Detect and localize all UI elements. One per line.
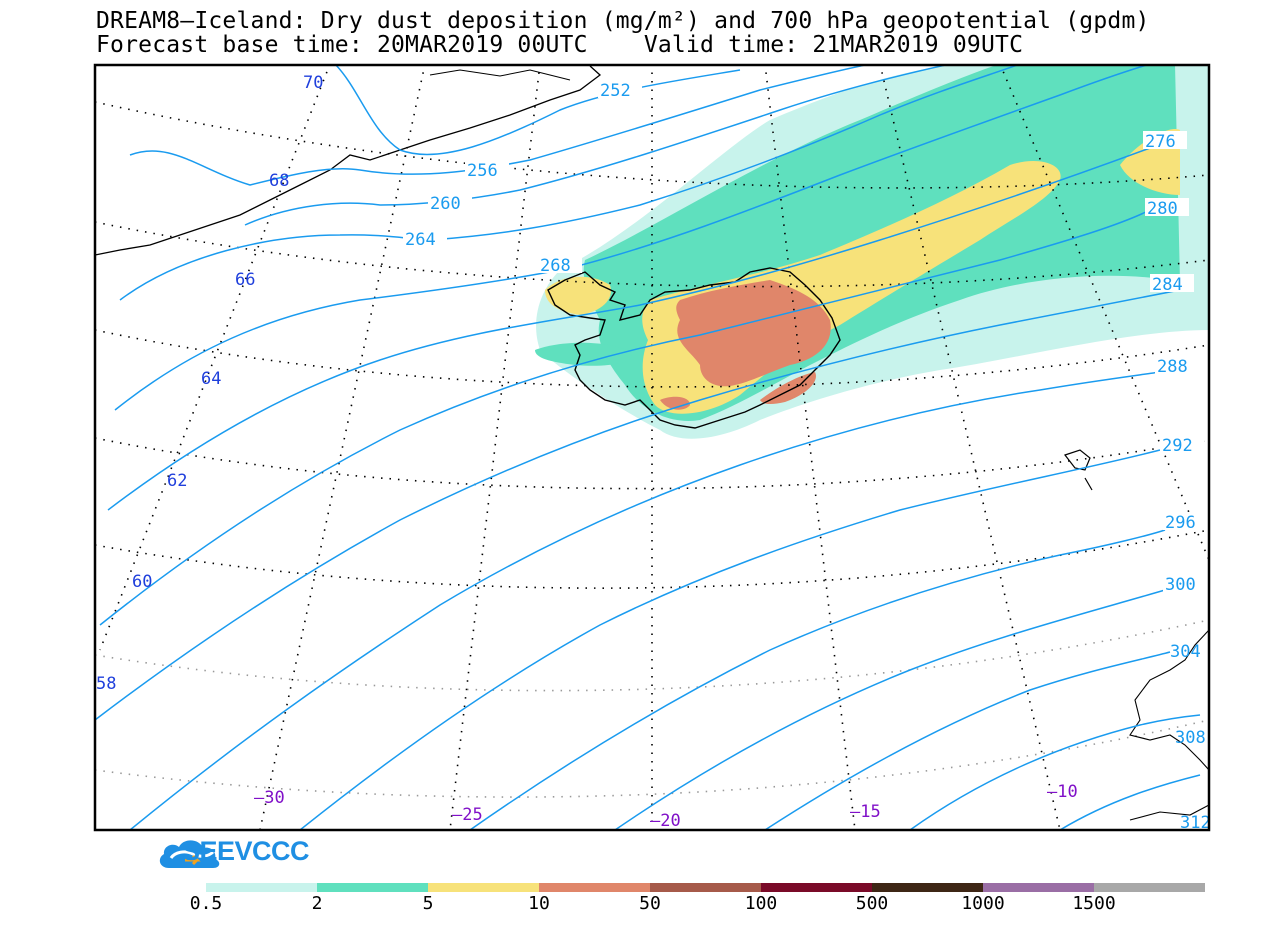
lon-label-minus20: –20 <box>650 811 681 831</box>
lat-label-64: 64 <box>201 369 221 389</box>
latitude-graticule-gray <box>95 619 1209 798</box>
cloud-logo-icon <box>159 840 220 868</box>
colorbar-label: 500 <box>855 893 889 914</box>
colorbar <box>206 883 1205 892</box>
colorbar-swatch <box>206 883 317 892</box>
faroe-islands <box>1064 449 1093 491</box>
contour-label-284: 284 <box>1152 275 1183 295</box>
colorbar-label: 1000 <box>961 893 1005 914</box>
colorbar-swatch <box>983 883 1094 892</box>
dust-band-2b <box>535 342 632 366</box>
geopotential-contours <box>95 65 1201 830</box>
contour-label-292: 292 <box>1162 436 1193 456</box>
colorbar-swatch <box>1094 883 1205 892</box>
contour-label-260: 260 <box>430 194 461 214</box>
map-frame <box>93 63 1211 832</box>
colorbar-swatch <box>872 883 983 892</box>
colorbar-swatch <box>317 883 428 892</box>
contour-label-304: 304 <box>1170 642 1201 662</box>
logo-text: SEEVCCC <box>182 836 310 866</box>
contour-label-312: 312 <box>1180 813 1211 833</box>
colorbar-swatch <box>650 883 761 892</box>
colorbar-swatch <box>428 883 539 892</box>
contour-label-288: 288 <box>1157 357 1188 377</box>
colorbar-swatch <box>539 883 650 892</box>
contour-label-256: 256 <box>467 161 498 181</box>
greenland-coastline <box>95 65 602 256</box>
lat-label-60: 60 <box>132 572 152 592</box>
lon-label-minus30: –30 <box>254 788 285 808</box>
contour-label-300: 300 <box>1165 575 1196 595</box>
contour-labels: 252 256 260 264 268 276 280 284 288 292 … <box>403 80 1211 833</box>
dust-band-10b <box>660 396 690 410</box>
greenland-coastline-inner <box>429 69 571 81</box>
contour-label-308: 308 <box>1175 728 1206 748</box>
lat-label-66: 66 <box>235 270 255 290</box>
colorbar-label: 5 <box>422 893 434 914</box>
lat-label-58: 58 <box>96 674 116 694</box>
dust-band-10c <box>760 372 816 405</box>
colorbar-label: 10 <box>528 893 550 914</box>
latitude-labels: 70 68 66 64 62 60 58 <box>96 73 323 694</box>
longitude-labels: –30 –25 –20 –15 –10 <box>254 782 1078 831</box>
longitude-graticule <box>99 65 1209 830</box>
lon-label-minus15: –15 <box>850 802 881 822</box>
lon-label-minus25: –25 <box>452 805 483 825</box>
scotland-coastline <box>1129 629 1209 771</box>
colorbar-swatch <box>761 883 872 892</box>
contour-label-296: 296 <box>1165 513 1196 533</box>
contour-label-280: 280 <box>1147 199 1178 219</box>
contour-label-252: 252 <box>600 81 631 101</box>
colorbar-label: 2 <box>311 893 323 914</box>
colorbar-label: 50 <box>639 893 661 914</box>
iceland-coastline <box>547 267 841 429</box>
ireland-coastline <box>1129 804 1209 821</box>
colorbar-label: 0.5 <box>189 893 223 914</box>
colorbar-label: 100 <box>744 893 778 914</box>
dust-band-10 <box>676 280 831 387</box>
contour-label-268: 268 <box>540 256 571 276</box>
colorbar-label: 1500 <box>1072 893 1116 914</box>
dust-band-5c <box>545 276 611 315</box>
map-subtitle: Forecast base time: 20MAR2019 00UTC Vali… <box>96 32 1024 58</box>
lat-label-68: 68 <box>269 171 289 191</box>
lat-label-70: 70 <box>303 73 323 93</box>
contour-label-264: 264 <box>405 230 436 250</box>
map-title: DREAM8—Iceland: Dry dust deposition (mg/… <box>96 8 1150 34</box>
lat-label-62: 62 <box>167 471 187 491</box>
contour-label-276: 276 <box>1145 132 1176 152</box>
lon-label-minus10: –10 <box>1047 782 1078 802</box>
